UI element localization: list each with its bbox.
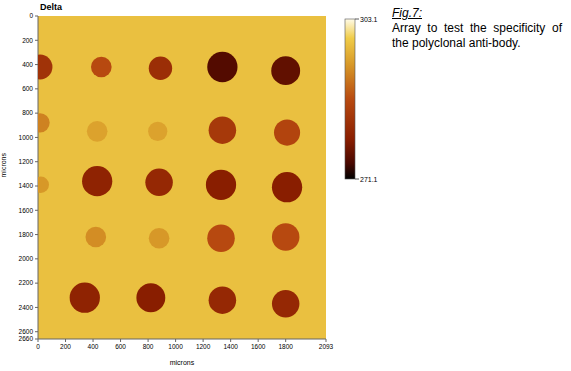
svg-text:2660: 2660: [19, 335, 34, 342]
svg-text:microns: microns: [170, 359, 195, 366]
svg-text:400: 400: [22, 61, 33, 68]
svg-text:1600: 1600: [251, 343, 266, 350]
html-text:Fig.7:: Fig.7:: [392, 6, 422, 20]
svg-text:303.1: 303.1: [360, 16, 378, 23]
svg-text:0: 0: [29, 12, 33, 19]
svg-text:271.1: 271.1: [360, 176, 378, 183]
svg-text:2000: 2000: [19, 255, 34, 262]
svg-text:600: 600: [115, 343, 126, 350]
html-text:Array to test the specificity: Array to test the specificity of the pol…: [392, 21, 562, 50]
html-text:Delta: Delta: [40, 2, 62, 12]
svg-text:600: 600: [22, 85, 33, 92]
svg-text:2200: 2200: [19, 279, 34, 286]
svg-text:800: 800: [143, 343, 154, 350]
svg-text:800: 800: [22, 109, 33, 116]
svg-text:1000: 1000: [168, 343, 183, 350]
svg-text:2093: 2093: [319, 343, 334, 350]
svg-text:1000: 1000: [19, 134, 34, 141]
svg-text:1400: 1400: [223, 343, 238, 350]
svg-text:2600: 2600: [19, 328, 34, 335]
svg-text:1200: 1200: [196, 343, 211, 350]
svg-text:0: 0: [36, 343, 40, 350]
svg-text:microns: microns: [0, 152, 7, 177]
svg-text:200: 200: [22, 37, 33, 44]
svg-text:1800: 1800: [278, 343, 293, 350]
svg-text:1600: 1600: [19, 207, 34, 214]
svg-text:200: 200: [60, 343, 71, 350]
svg-text:1400: 1400: [19, 182, 34, 189]
svg-text:400: 400: [88, 343, 99, 350]
svg-text:1200: 1200: [19, 158, 34, 165]
svg-text:2400: 2400: [19, 304, 34, 311]
svg-text:1800: 1800: [19, 231, 34, 238]
